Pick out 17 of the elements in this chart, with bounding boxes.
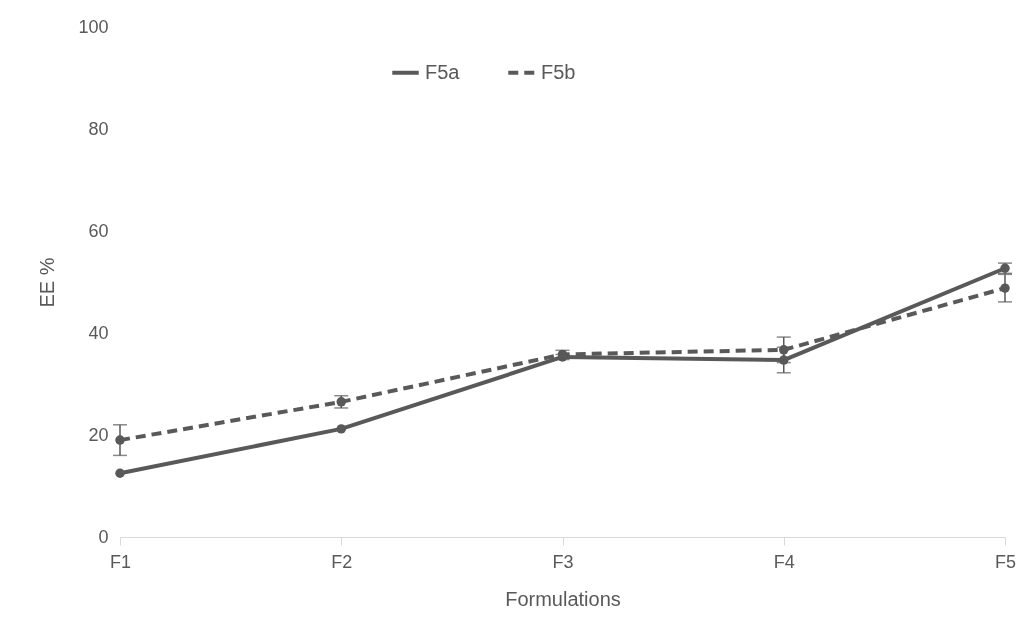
x-tick-label: F1 xyxy=(109,551,132,572)
y-axis-title: EE % xyxy=(36,257,59,308)
legend-label: F5b xyxy=(541,60,576,83)
y-tick-label: 40 xyxy=(88,322,109,343)
y-tick-label: 80 xyxy=(88,118,109,139)
y-tick-label: 60 xyxy=(88,220,109,241)
y-tick-label: 0 xyxy=(98,526,109,547)
x-tick-label: F2 xyxy=(331,551,353,572)
legend-label: F5a xyxy=(425,60,461,83)
x-tick-label: F3 xyxy=(552,551,574,572)
point xyxy=(336,424,346,434)
y-tick-label: 100 xyxy=(78,16,109,37)
x-axis-title: Formulations xyxy=(505,587,621,610)
point xyxy=(115,468,125,478)
x-tick-label: F5 xyxy=(994,551,1017,572)
y-tick-label: 20 xyxy=(88,424,109,445)
x-tick-label: F4 xyxy=(773,551,795,572)
